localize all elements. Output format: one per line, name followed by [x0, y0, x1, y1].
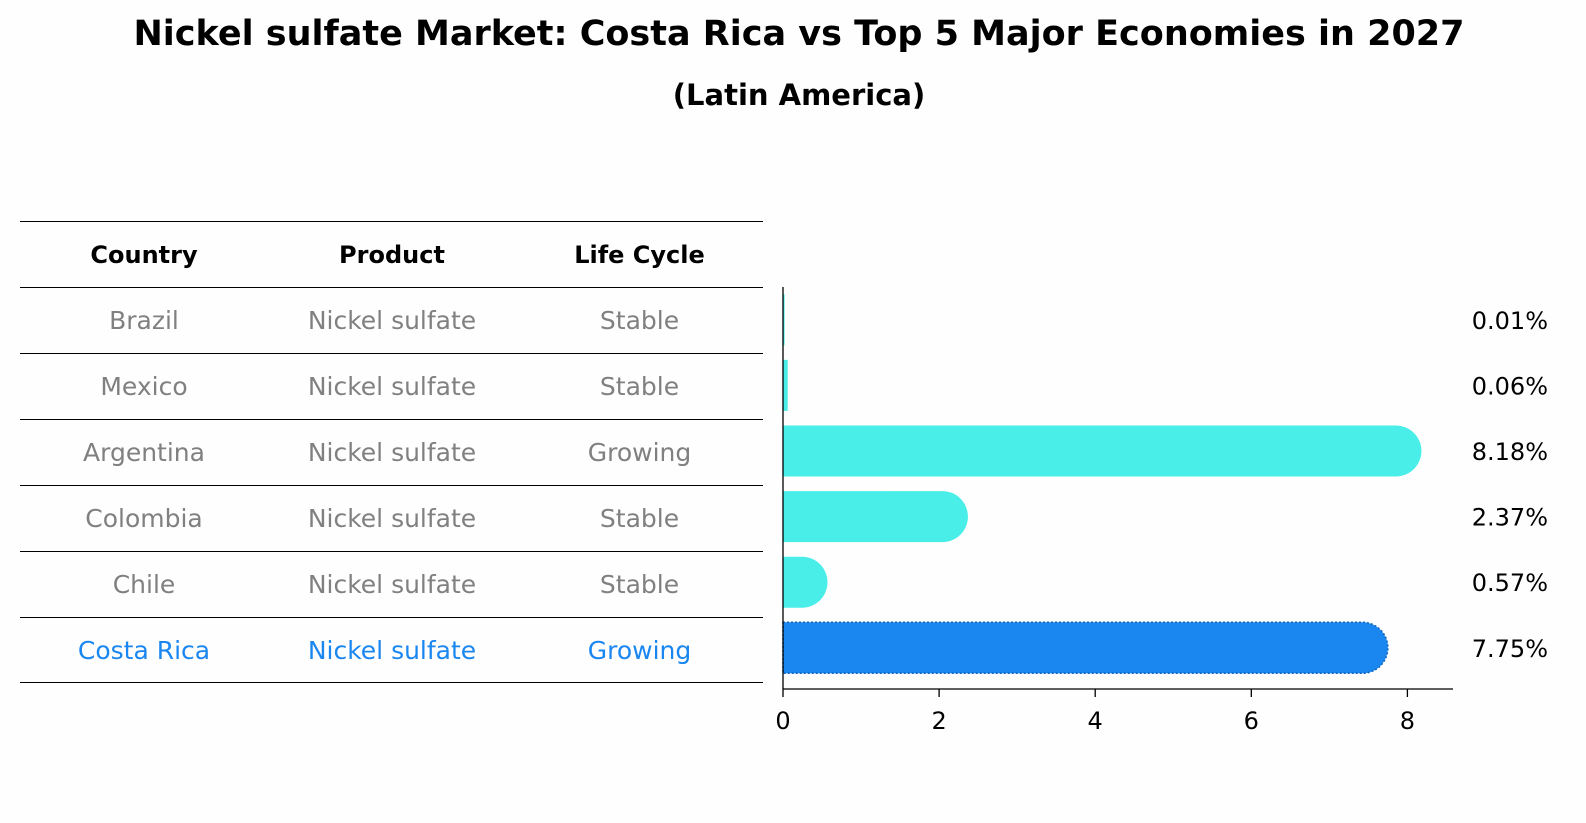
chart-subtitle: (Latin America): [672, 78, 926, 112]
cell-life-cycle: Stable: [599, 306, 680, 335]
cell-country: Colombia: [85, 504, 203, 533]
cell-life-cycle: Stable: [599, 372, 680, 401]
value-label: 8.18%: [1472, 438, 1548, 466]
cell-life-cycle: Stable: [599, 570, 680, 599]
cell-country: Brazil: [109, 306, 179, 335]
cell-life-cycle: Growing: [587, 635, 692, 665]
x-tick-label: 4: [1088, 707, 1103, 735]
bar-argentina: [783, 425, 1422, 477]
cell-life-cycle: Growing: [587, 438, 692, 467]
value-label: 0.06%: [1472, 372, 1548, 400]
value-label: 0.01%: [1472, 307, 1548, 335]
bar-costa-rica: [782, 621, 1389, 675]
value-label: 0.57%: [1472, 569, 1548, 597]
cell-life-cycle: Stable: [599, 504, 680, 533]
table-row: Mexico Nickel sulfate Stable: [20, 353, 763, 419]
x-tick-label: 0: [775, 707, 790, 735]
table-row: Chile Nickel sulfate Stable: [20, 551, 763, 617]
chart-title: Nickel sulfate Market: Costa Rica vs Top…: [133, 14, 1465, 54]
cell-product: Nickel sulfate: [307, 504, 477, 533]
cell-product: Nickel sulfate: [307, 438, 477, 467]
bar-mexico: [783, 359, 788, 411]
table-row: Brazil Nickel sulfate Stable: [20, 287, 763, 353]
cell-country: Argentina: [83, 438, 205, 467]
cell-country: Chile: [112, 570, 176, 599]
table-row: Colombia Nickel sulfate Stable: [20, 485, 763, 551]
cell-product: Nickel sulfate: [307, 635, 477, 665]
header-product: Product: [339, 240, 445, 269]
x-tick-label: 2: [931, 707, 946, 735]
bar-chile: [783, 556, 828, 608]
cell-product: Nickel sulfate: [307, 306, 477, 335]
x-tick-label: 8: [1400, 707, 1415, 735]
table-row: Argentina Nickel sulfate Growing: [20, 419, 763, 485]
cell-country: Costa Rica: [77, 635, 211, 665]
cell-product: Nickel sulfate: [307, 372, 477, 401]
data-table: Country Product Life Cycle Brazil Nickel…: [20, 221, 763, 683]
table-row-highlight: Costa Rica Nickel sulfate Growing: [20, 617, 763, 683]
cell-product: Nickel sulfate: [307, 570, 477, 599]
bar-colombia: [783, 491, 968, 543]
table-header-row: Country Product Life Cycle: [20, 221, 763, 287]
value-label: 7.75%: [1472, 635, 1548, 663]
header-life-cycle: Life Cycle: [574, 240, 705, 269]
header-country: Country: [90, 240, 198, 269]
value-label: 2.37%: [1472, 504, 1548, 532]
x-tick-label: 6: [1244, 707, 1259, 735]
cell-country: Mexico: [100, 372, 188, 401]
